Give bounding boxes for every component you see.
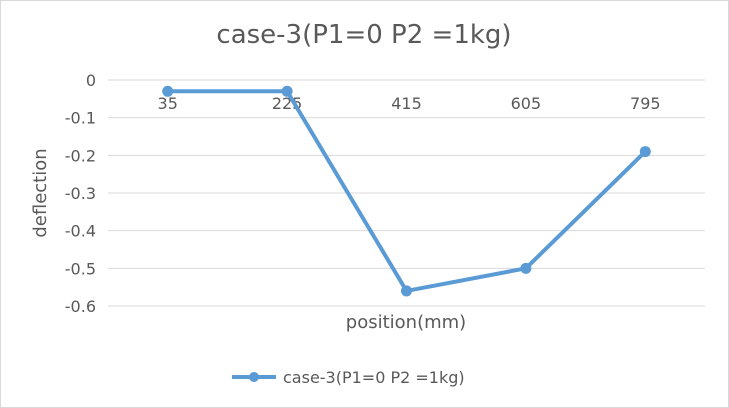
series-line (165, 89, 648, 293)
y-tick-label: 0 (86, 71, 96, 90)
series-layer (162, 85, 651, 297)
data-point-marker (281, 85, 293, 97)
data-point-marker (639, 146, 651, 158)
y-axis-title: deflection (30, 148, 51, 237)
y-tick-labels: 0 -0.1 -0.2 -0.3 -0.4 -0.5 -0.6 (65, 71, 96, 316)
legend: case-3(P1=0 P2 =1kg) (232, 368, 465, 387)
x-tick-label: 225 (272, 94, 303, 113)
legend-entry-label: case-3(P1=0 P2 =1kg) (283, 368, 465, 387)
gridlines (108, 79, 705, 307)
x-tick-labels: 35 225 415 605 795 (158, 94, 661, 113)
data-point-marker (520, 262, 532, 274)
y-tick-label: -0.3 (65, 184, 96, 203)
y-tick-label: -0.1 (65, 109, 96, 128)
y-tick-label: -0.5 (65, 259, 96, 278)
x-tick-label: 35 (158, 94, 178, 113)
x-tick-label: 795 (630, 94, 661, 113)
legend-marker-swatch (249, 372, 259, 382)
x-tick-label: 415 (391, 94, 422, 113)
y-tick-label: -0.6 (65, 297, 96, 316)
y-tick-label: -0.4 (65, 222, 96, 241)
x-tick-label: 605 (511, 94, 542, 113)
x-axis-title: position(mm) (346, 312, 466, 333)
y-tick-label: -0.2 (65, 146, 96, 165)
chart-title: case-3(P1=0 P2 =1kg) (216, 20, 511, 50)
data-point-marker (162, 85, 174, 97)
data-point-marker (401, 285, 412, 297)
